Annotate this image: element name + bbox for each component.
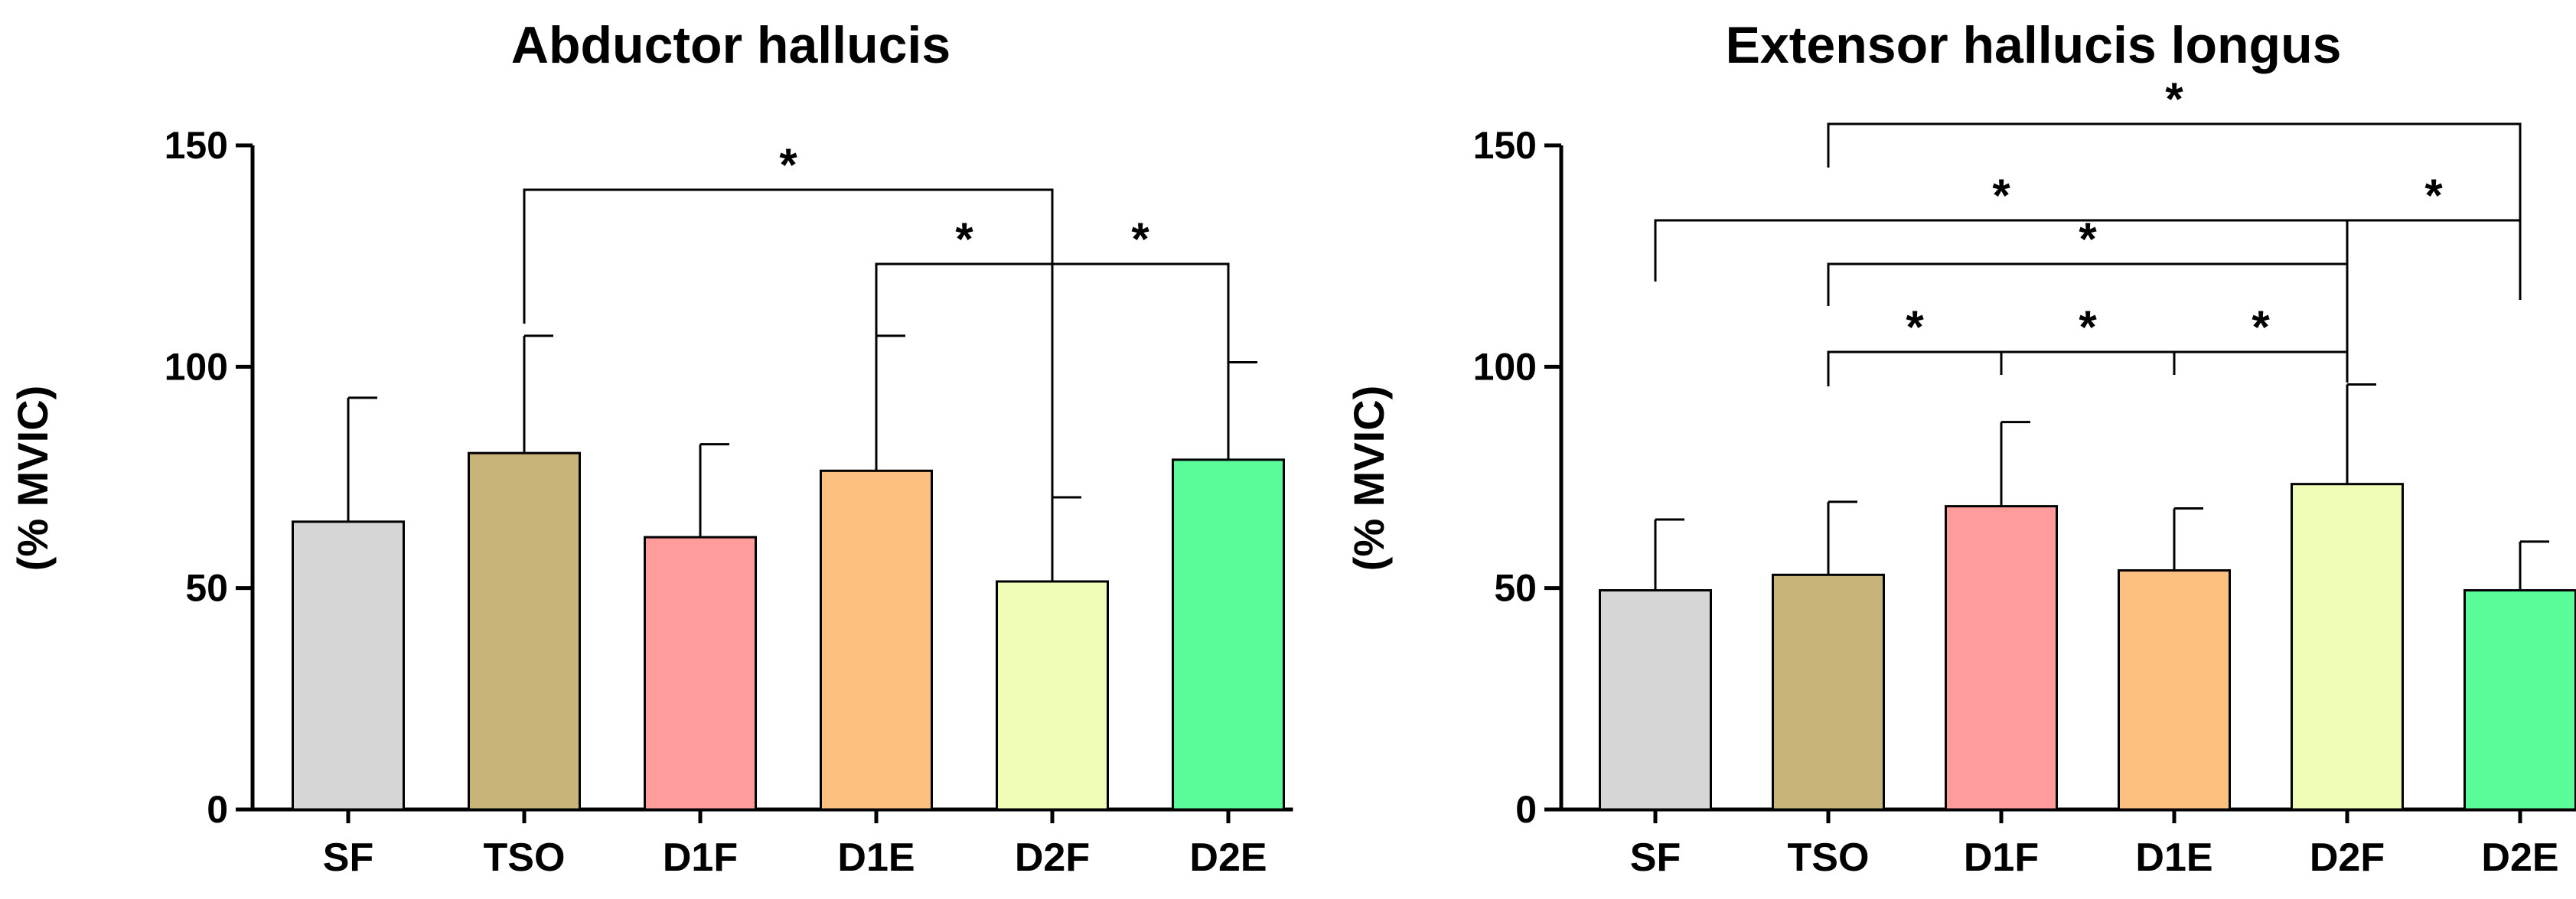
bar-sf (292, 520, 405, 811)
chart-extensor-hallucis-longus: Extensor hallucis longus (% MVIC) 0 50 100 15… (1345, 16, 2576, 880)
significance-star: * (779, 139, 797, 191)
significance-bracket (1051, 262, 1230, 549)
significance-star: * (2424, 170, 2443, 221)
x-tick-label: TSO (1788, 835, 1870, 880)
significance-star: * (2165, 73, 2183, 125)
bar-d1f (1945, 505, 2058, 811)
x-tick-label: SF (323, 835, 373, 880)
y-tick-label: 150 (1473, 124, 1537, 167)
x-tick-label: D1F (663, 835, 738, 880)
significance-star: * (2079, 301, 2097, 353)
chart-title: Extensor hallucis longus (1726, 16, 2342, 74)
significance-star: * (2252, 301, 2270, 353)
bar-d1e (820, 469, 933, 811)
significance-bracket (1654, 219, 2349, 366)
y-axis-label: (% MVIC) (1345, 386, 1393, 572)
significance-bracket (1827, 122, 2522, 300)
x-tick-label: SF (1630, 835, 1681, 880)
chart-title: Abductor hallucis (511, 16, 951, 74)
bar-d1e (2118, 569, 2231, 811)
x-tick-label: D1F (1964, 835, 2039, 880)
significance-bracket (2000, 350, 2176, 375)
bar-tso (1772, 573, 1885, 811)
significance-bracket (1827, 262, 2349, 360)
y-tick-label: 50 (185, 567, 228, 610)
significance-star: * (1906, 301, 1924, 353)
y-tick-label: 0 (207, 788, 228, 831)
x-tick-label: D1E (2135, 835, 2212, 880)
y-tick-label: 50 (1494, 567, 1537, 610)
bar-tso (468, 451, 581, 811)
y-tick-label: 100 (1473, 345, 1537, 388)
bar-d2f (996, 580, 1109, 811)
significance-bracket (2346, 219, 2522, 366)
bar-d2e (2464, 589, 2576, 811)
bar-sf (1599, 589, 1712, 811)
significance-star: * (955, 213, 973, 265)
chart-abductor-hallucis: Abductor hallucis (% MVIC) 0 50 100 150 SF TSO D… (8, 16, 1293, 880)
significance-star: * (1131, 213, 1149, 265)
y-tick-label: 0 (1515, 788, 1537, 831)
bar-d2f (2291, 483, 2404, 811)
x-tick-label: D2E (1189, 835, 1267, 880)
x-tick-label: D2F (2310, 835, 2385, 880)
x-tick-label: D2F (1015, 835, 1090, 880)
x-tick-label: D1E (837, 835, 915, 880)
significance-bracket (2173, 350, 2349, 383)
bar-d1f (644, 536, 757, 811)
x-tick-label: D2E (2481, 835, 2558, 880)
x-tick-label: TSO (484, 835, 566, 880)
bar-d2e (1172, 458, 1285, 811)
y-axis-label: (% MVIC) (8, 386, 57, 572)
significance-star: * (1992, 170, 2010, 221)
significance-star: * (2079, 213, 2097, 265)
y-tick-label: 150 (165, 124, 228, 167)
significance-bracket (1827, 350, 2003, 386)
y-tick-label: 100 (165, 345, 228, 388)
